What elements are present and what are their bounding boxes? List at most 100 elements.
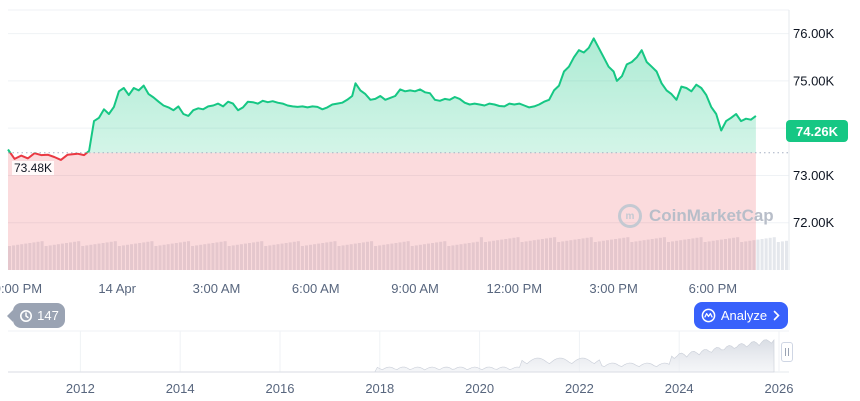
volume-bar [223,241,227,270]
volume-bar [772,237,776,270]
volume-bar [662,237,666,270]
watermark-text: CoinMarketCap [649,206,774,225]
volume-bar [646,239,650,270]
volume-bar [605,240,610,270]
volume-bar [36,241,40,270]
volume-bar [252,242,256,270]
volume-bar [744,241,748,270]
volume-bar [12,245,16,270]
y-tick-label: 73.00K [793,168,835,183]
volume-bar [654,238,658,270]
volume-bar [199,244,203,270]
volume-bar [459,244,463,270]
volume-bar [247,243,252,270]
volume-bar [195,245,199,270]
volume-bar [622,237,626,270]
x-axis: 9:00 PM 14 Apr 3:00 AM 6:00 AM 9:00 AM 12:00 … [0,281,737,296]
volume-bar [370,241,374,270]
volume-bar [28,243,32,270]
volume-bar [455,244,459,270]
volume-bar [48,245,52,270]
volume-bar [748,240,752,270]
volume-bar [707,241,711,270]
volume-bar [398,242,402,270]
volume-bar [768,237,772,270]
y-tick-label: 76.00K [793,26,835,41]
volume-bar [479,237,483,270]
volume-bar [365,241,370,270]
volume-bar [666,242,671,270]
volume-bar [711,240,715,270]
volume-bar [422,244,426,270]
volume-bar [784,240,788,270]
volume-bar [487,241,492,270]
current-price-badge: 74.26K [786,120,848,142]
volume-bar [211,243,215,270]
volume-bar [154,246,158,270]
volume-bar [467,243,471,270]
volume-bar [89,244,93,270]
volume-bar [638,240,642,270]
volume-bar [105,242,109,270]
volume-bar [109,241,113,270]
volume-bar [113,241,117,270]
volume-bar [382,244,386,270]
volume-bar [536,239,540,270]
volume-bar [296,241,300,270]
price-series [7,37,789,270]
volume-bar [150,241,154,270]
volume-bar [313,244,317,270]
navigator-handle[interactable] [781,342,793,362]
volume-bar [626,237,630,270]
volume-bar [549,237,553,270]
volume-bar [174,243,178,270]
volume-bar [390,243,394,270]
volume-bar [614,239,618,270]
volume-bar [40,241,44,270]
volume-bar [618,238,622,270]
volume-bar [191,246,195,270]
volume-bar [752,240,756,270]
volume-bar [394,243,398,270]
volume-bar [512,237,516,270]
volume-bar [69,242,73,270]
history-button[interactable]: 147 [7,303,65,328]
volume-bar [524,241,528,270]
volume-bar [691,238,695,270]
volume-bar [170,243,174,270]
volume-bar [565,240,569,270]
volume-bar [158,245,162,270]
volume-bar [203,244,207,270]
volume-bar [97,243,101,270]
volume-bar [443,241,447,270]
volume-bar [577,239,581,270]
volume-bar [73,241,77,270]
volume-bar [341,245,345,270]
volume-bar [134,243,138,270]
volume-bar [601,240,605,270]
volume-bar [553,237,557,270]
volume-bar [418,244,422,270]
volume-bar [610,239,614,270]
volume-bar [121,245,125,270]
volume-bar [581,238,585,270]
x-tick-label: 14 Apr [98,281,136,296]
analyze-button[interactable]: Analyze [694,302,788,329]
price-area-down [8,152,756,270]
volume-bar [231,245,235,270]
x-tick-label: 6:00 PM [689,281,737,296]
volume-bar [215,242,219,270]
volume-bar [130,244,134,270]
volume-bar [374,246,378,270]
volume-bar [630,242,634,270]
time-navigator[interactable]: 2012 2014 2016 2018 2020 2022 2024 2026 [8,330,793,396]
volume-bar [658,237,662,270]
volume-bar [756,239,760,270]
volume-bar [125,244,130,270]
navigator-tick-label: 2020 [465,381,494,396]
x-tick-label: 6:00 AM [292,281,340,296]
volume-bar [345,244,349,270]
volume-bar [650,239,654,270]
volume-bar [687,239,691,270]
